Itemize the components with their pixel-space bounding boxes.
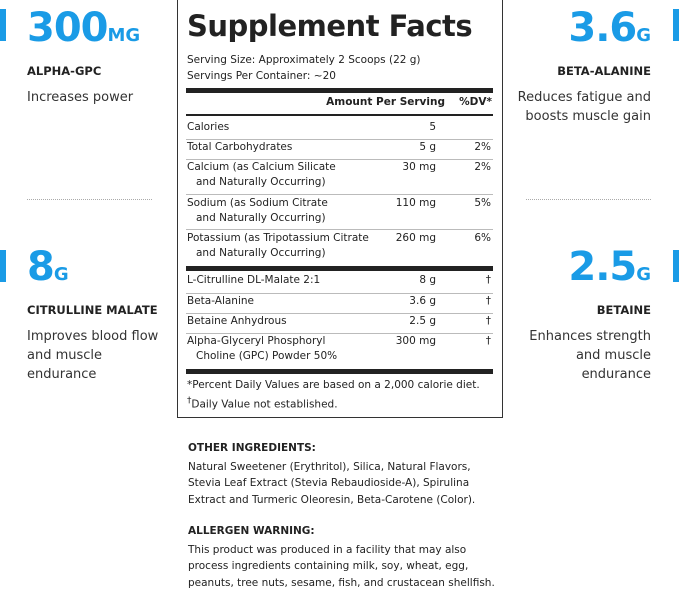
nutrient-name: Beta-Alanine bbox=[187, 294, 254, 309]
stat-betaine: 2.5G BETAINE Enhances strength and muscl… bbox=[511, 247, 651, 384]
stat-desc: Enhances strength and muscle endurance bbox=[511, 327, 651, 384]
stat-value: 2.5 bbox=[568, 244, 636, 290]
stat-name: BETAINE bbox=[511, 303, 651, 317]
nutrient-amount: 3.6 g bbox=[409, 294, 436, 309]
footnote-dagger: †Daily Value not established. bbox=[187, 396, 338, 411]
nutrient-amount: 5 bbox=[429, 120, 436, 135]
other-ingredients: OTHER INGREDIENTS: Natural Sweetener (Er… bbox=[188, 440, 508, 508]
allergen-warning: ALLERGEN WARNING: This product was produ… bbox=[188, 523, 508, 591]
divider bbox=[27, 199, 152, 200]
stat-value: 300 bbox=[27, 5, 108, 51]
nutrient-name: L-Citrulline DL-Malate 2:1 bbox=[187, 273, 320, 288]
nutrient-name: Calories bbox=[187, 120, 229, 135]
stat-desc: Reduces fatigue and boosts muscle gain bbox=[511, 88, 651, 126]
stat-alpha-gpc: 300MG ALPHA-GPC Increases power bbox=[27, 8, 177, 107]
stat-name: ALPHA-GPC bbox=[27, 64, 177, 78]
nutrient-dv: † bbox=[486, 273, 491, 288]
nutrient-amount: 5 g bbox=[419, 140, 436, 155]
stat-value: 8 bbox=[27, 244, 54, 290]
nutrient-dv: 6% bbox=[474, 231, 491, 246]
supplement-facts-panel: Supplement Facts Serving Size: Approxima… bbox=[177, 0, 503, 418]
rule bbox=[186, 114, 493, 116]
allergen-heading: ALLERGEN WARNING: bbox=[188, 523, 508, 540]
nutrient-amount: 2.5 g bbox=[409, 314, 436, 329]
accent-bar bbox=[0, 9, 6, 41]
nutrient-amount: 260 mg bbox=[396, 231, 436, 246]
footnote-dv: *Percent Daily Values are based on a 2,0… bbox=[187, 379, 480, 391]
serving-size: Serving Size: Approximately 2 Scoops (22… bbox=[187, 54, 421, 66]
nutrient-dv: † bbox=[486, 334, 491, 349]
stat-unit: G bbox=[54, 264, 69, 285]
rule bbox=[186, 229, 493, 230]
rule bbox=[186, 369, 493, 374]
stat-desc: Improves blood flow and muscle endurance bbox=[27, 327, 167, 384]
nutrient-name: Total Carbohydrates bbox=[187, 140, 292, 155]
stat-unit: MG bbox=[108, 25, 141, 46]
nutrient-name: Betaine Anhydrous bbox=[187, 314, 287, 329]
nutrient-dv: 2% bbox=[474, 140, 491, 155]
stat-citrulline: 8G CITRULLINE MALATE Improves blood flow… bbox=[27, 247, 167, 384]
nutrient-amount: 110 mg bbox=[396, 196, 436, 211]
nutrient-dv: † bbox=[486, 314, 491, 329]
col-amount: Amount Per Serving bbox=[326, 96, 445, 108]
stat-beta-alanine: 3.6G BETA-ALANINE Reduces fatigue and bo… bbox=[511, 8, 651, 126]
nutrient-amount: 8 g bbox=[419, 273, 436, 288]
stat-name: CITRULLINE MALATE bbox=[27, 303, 167, 317]
allergen-text: This product was produced in a facility … bbox=[188, 542, 498, 591]
other-ingredients-text: Natural Sweetener (Erythritol), Silica, … bbox=[188, 459, 488, 509]
nutrient-amount: 300 mg bbox=[396, 334, 436, 349]
rule bbox=[186, 266, 493, 271]
rule bbox=[186, 194, 493, 195]
accent-bar bbox=[673, 250, 679, 282]
rule bbox=[186, 88, 493, 93]
other-ingredients-heading: OTHER INGREDIENTS: bbox=[188, 440, 508, 457]
panel-title: Supplement Facts bbox=[187, 9, 472, 43]
nutrient-dv: 2% bbox=[474, 160, 491, 175]
nutrient-dv: † bbox=[486, 294, 491, 309]
stat-name: BETA-ALANINE bbox=[511, 64, 651, 78]
accent-bar bbox=[673, 9, 679, 41]
stat-unit: G bbox=[636, 264, 651, 285]
stat-value: 3.6 bbox=[568, 5, 636, 51]
col-dv: %DV* bbox=[459, 96, 492, 108]
nutrient-amount: 30 mg bbox=[402, 160, 436, 175]
divider bbox=[526, 199, 651, 200]
servings-per-container: Servings Per Container: ~20 bbox=[187, 70, 336, 82]
footnote-text: Daily Value not established. bbox=[191, 399, 337, 411]
accent-bar bbox=[0, 250, 6, 282]
stat-unit: G bbox=[636, 25, 651, 46]
stat-desc: Increases power bbox=[27, 88, 177, 107]
nutrient-dv: 5% bbox=[474, 196, 491, 211]
